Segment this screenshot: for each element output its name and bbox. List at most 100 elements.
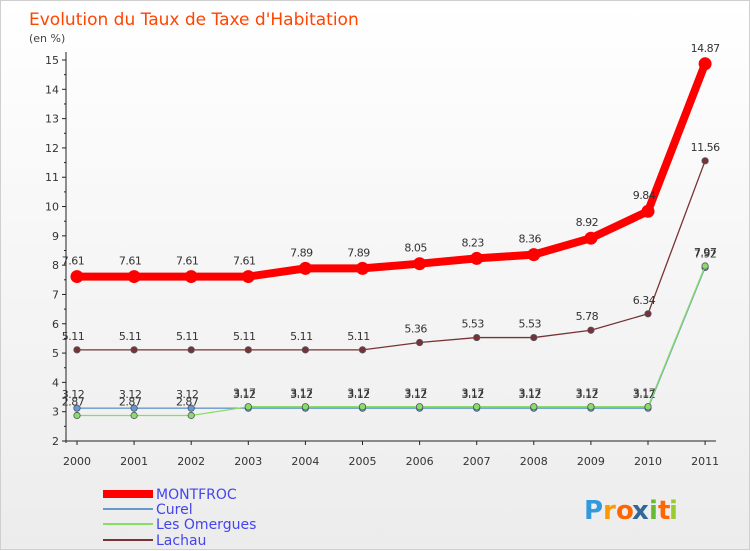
data-point	[70, 270, 84, 284]
data-point	[415, 403, 424, 411]
data-point	[587, 403, 595, 411]
data-label: 3.12	[404, 388, 427, 401]
logo-letter: P	[584, 496, 603, 526]
data-label: 7.89	[290, 246, 313, 259]
data-point	[473, 333, 481, 342]
y-tick-label: 5	[52, 347, 59, 360]
series-line	[76, 160, 706, 351]
series-layer: 5.11 5.11 5.11 5.11 5.11 5.11 5.36 5.53 5.53 5.78…	[62, 42, 721, 420]
data-label: 2.87	[119, 396, 142, 409]
data-label: 5.11	[176, 330, 199, 343]
data-point	[701, 157, 709, 165]
data-label: 7.61	[176, 255, 199, 268]
data-label: 8.05	[404, 242, 427, 255]
data-label: 3.12	[633, 388, 656, 401]
y-tick-label: 2	[52, 435, 59, 448]
data-point	[127, 270, 141, 284]
legend-item-les-omergues: Les Omergues	[103, 517, 256, 533]
x-tick-label: 2000	[63, 455, 91, 468]
series-line	[76, 265, 706, 417]
y-tick-label: 11	[45, 171, 59, 184]
data-point	[187, 404, 195, 412]
x-tick-label: 2003	[234, 455, 262, 468]
legend-label: Les Omergues	[156, 517, 256, 533]
data-point	[415, 338, 424, 347]
y-tick-label: 6	[52, 318, 59, 331]
x-tick-label: 2005	[349, 455, 377, 468]
logo-letter: o	[616, 496, 634, 526]
data-point	[530, 403, 538, 411]
data-label: 5.11	[62, 330, 85, 343]
data-label: 3.12	[461, 388, 484, 401]
data-point	[473, 403, 481, 411]
data-label: 3.17	[347, 387, 370, 400]
legend-item-lachau: Lachau	[103, 533, 206, 549]
data-label: 3.12	[62, 388, 85, 401]
data-point	[587, 326, 595, 334]
y-tick-label: 9	[52, 230, 59, 243]
x-tick-label: 2007	[463, 455, 491, 468]
data-point	[187, 346, 195, 354]
data-point	[187, 411, 195, 420]
data-label: 7.92	[694, 247, 717, 260]
y-tick-label: 8	[52, 259, 59, 272]
data-point	[584, 231, 598, 245]
data-label: 3.12	[176, 388, 199, 401]
data-point	[358, 346, 367, 354]
x-tick-label: 2001	[120, 455, 148, 468]
data-label: 3.12	[347, 388, 370, 401]
data-label: 5.11	[290, 330, 313, 343]
data-label: 3.17	[576, 387, 599, 400]
x-tick-label: 2002	[177, 455, 205, 468]
data-label: 5.36	[404, 323, 427, 336]
data-label: 7.89	[347, 246, 370, 259]
data-label: 7.97	[694, 246, 717, 259]
data-point	[701, 262, 709, 270]
chart-ylabel: (en %)	[29, 32, 65, 45]
logo-letter: i	[669, 496, 678, 526]
data-point	[298, 261, 312, 275]
data-label: 3.17	[519, 387, 542, 400]
data-label: 3.12	[519, 388, 542, 401]
data-point	[641, 204, 655, 218]
data-label: 7.61	[62, 255, 85, 268]
series-lachau: 5.11 5.11 5.11 5.11 5.11 5.11 5.36 5.53 5.53 5.78…	[62, 141, 721, 354]
y-tick-label: 7	[52, 288, 59, 301]
legend-label: Lachau	[156, 533, 206, 549]
data-point	[698, 57, 712, 71]
data-point	[644, 310, 652, 318]
data-label: 3.17	[633, 387, 656, 400]
y-tick-label: 13	[45, 113, 59, 126]
data-label: 3.12	[576, 388, 599, 401]
data-point	[73, 411, 81, 420]
y-tick-label: 12	[45, 142, 59, 155]
axes: 2 3 4 5 6 7 8 9 10 11 12 13 14 15 2000 2001 2002 2003 2004…	[45, 52, 719, 468]
data-point	[244, 346, 252, 354]
data-label: 14.87	[691, 42, 720, 55]
data-label: 3.17	[461, 387, 484, 400]
data-label: 6.34	[633, 294, 656, 307]
data-label: 5.53	[461, 318, 484, 331]
data-label: 3.17	[233, 387, 256, 400]
series-line	[76, 266, 706, 409]
data-label: 3.12	[233, 388, 256, 401]
data-label: 3.12	[290, 388, 313, 401]
data-label: 5.11	[233, 330, 256, 343]
series-montfroc: 7.61 7.61 7.61 7.61 7.89 7.89 8.05 8.23 8.36 8.92…	[62, 42, 721, 284]
data-point	[644, 403, 652, 411]
data-label: 8.92	[576, 216, 599, 229]
data-label: 8.36	[519, 233, 542, 246]
y-tick-label: 14	[45, 83, 59, 96]
data-point	[358, 403, 367, 411]
series-curel: 3.12 3.12 3.12 3.12 3.12 3.12 3.12 3.12 3.12 3.12…	[62, 247, 717, 412]
data-point	[527, 248, 541, 262]
data-point	[184, 270, 198, 284]
logo-letter: t	[658, 496, 670, 526]
data-label: 5.11	[347, 330, 370, 343]
data-point	[413, 257, 427, 271]
y-tick-label: 4	[52, 376, 59, 389]
data-point	[356, 261, 369, 275]
